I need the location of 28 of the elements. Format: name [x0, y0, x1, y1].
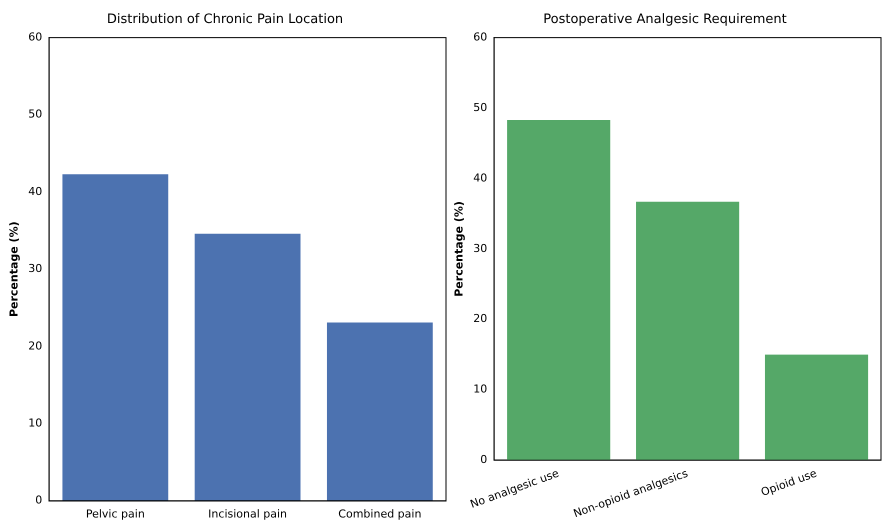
y-tick-label: 0: [35, 494, 42, 507]
chart-title: Postoperative Analgesic Requirement: [543, 12, 787, 28]
y-axis-title: Percentage (%): [452, 201, 466, 297]
bar: [326, 322, 433, 501]
bar: [764, 354, 868, 460]
y-axis-title: Percentage (%): [7, 221, 20, 318]
y-tick-label: 10: [28, 416, 42, 430]
bar: [507, 120, 610, 460]
y-tick-label: 40: [28, 184, 42, 198]
chart-title: Distribution of Chronic Pain Location: [106, 12, 344, 28]
x-tick-label: Pelvic pain: [86, 507, 145, 520]
bar: [62, 174, 168, 501]
y-tick-label: 30: [473, 242, 488, 255]
y-tick-label: 60: [473, 30, 488, 44]
y-tick-label: 60: [28, 30, 42, 44]
x-tick-label: Incisional pain: [208, 507, 288, 520]
bar: [194, 234, 301, 501]
y-tick-label: 50: [473, 100, 488, 114]
y-tick-label: 0: [480, 453, 488, 466]
y-tick-label: 40: [473, 171, 488, 184]
y-tick-label: 20: [28, 339, 42, 352]
y-tick-label: 20: [473, 312, 488, 326]
x-tick-label: Combined pain: [338, 507, 422, 520]
y-tick-label: 10: [473, 382, 488, 396]
y-tick-label: 50: [28, 108, 42, 121]
y-tick-label: 30: [28, 262, 42, 276]
bar: [636, 202, 740, 460]
x-tick-label: Opioid use: [759, 466, 819, 499]
